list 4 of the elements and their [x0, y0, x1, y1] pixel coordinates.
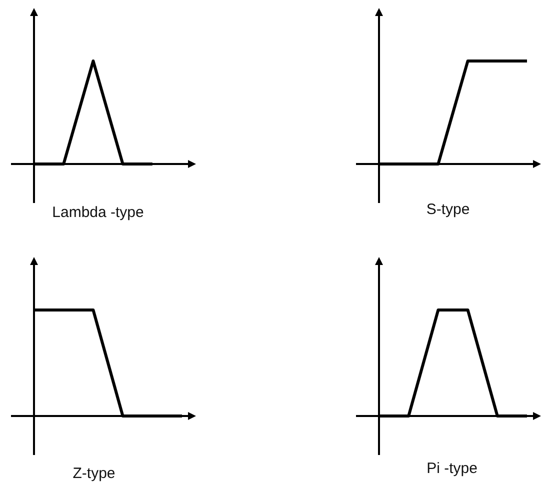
text: Lambda -type	[52, 204, 144, 222]
text: Pi -type	[426, 460, 478, 478]
text: Z-type	[72, 464, 116, 482]
text: S-type	[426, 200, 470, 218]
